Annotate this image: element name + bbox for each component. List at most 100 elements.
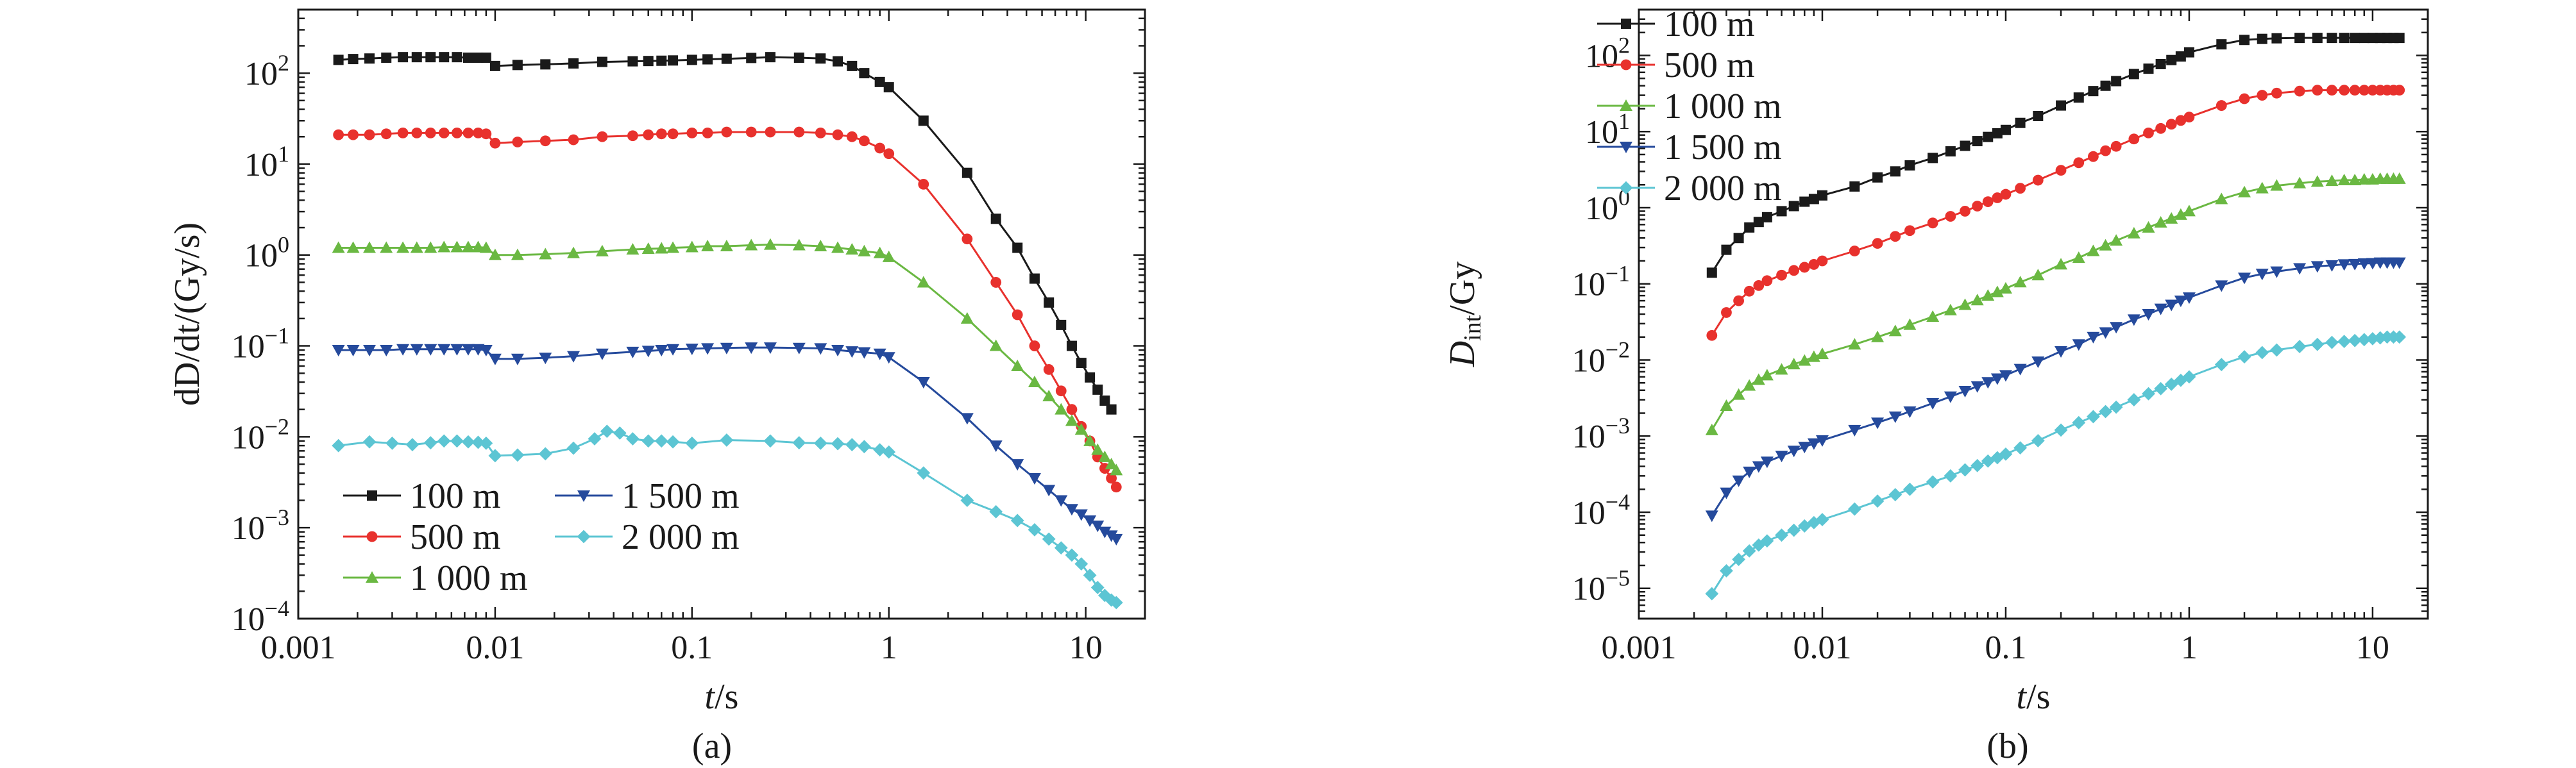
chart-b-point-100m (2033, 111, 2044, 122)
chart-b-point-1500m (1871, 417, 1885, 430)
chart-a-legend-label: 1 000 m (410, 558, 528, 598)
chart-b-point-100m (1706, 267, 1717, 278)
chart-b-point-1500m (1787, 446, 1801, 458)
chart-a-point-1500m (1091, 521, 1105, 533)
chart-b-point-2000m (1705, 587, 1719, 601)
chart-a-point-1000m (346, 241, 360, 253)
chart-a-point-2000m (362, 435, 377, 449)
chart-a-y-tick-label: 101 (244, 141, 289, 183)
chart-b-point-2000m (2013, 441, 2027, 455)
chart-b-point-2000m (1847, 502, 1861, 516)
chart-a-point-100m (381, 52, 392, 63)
chart-b-point-2000m (1970, 458, 1985, 472)
chart-a-point-100m (859, 68, 870, 79)
chart-a-point-500m (627, 130, 638, 142)
chart-b-y-tick-label: 10−2 (1572, 337, 1630, 379)
chart-b-legend-item-2000m: 2 000 m (1597, 169, 1782, 208)
chart-b-legend-label: 1 000 m (1664, 87, 1782, 126)
chart-a-point-1500m (831, 345, 845, 357)
chart-a-legend-swatch-marker (367, 490, 377, 501)
chart-a-point-500m (883, 148, 895, 160)
chart-a-legend-swatch-marker (577, 490, 590, 502)
chart-a-point-2000m (792, 436, 806, 450)
chart-b-point-100m (1928, 153, 1938, 163)
chart-b-point-1000m (1888, 324, 1902, 337)
chart-a-point-100m (990, 213, 1001, 224)
chart-a-point-2000m (488, 449, 502, 463)
chart-a-point-100m (568, 58, 579, 69)
chart-b-point-2000m (1999, 447, 2013, 461)
chart-b-legend-swatch-marker (1620, 142, 1632, 153)
chart-a-point-1500m (1074, 509, 1088, 521)
chart-a-point-2000m (588, 432, 602, 446)
chart-a-point-500m (721, 126, 733, 138)
chart-a-point-100m (480, 52, 491, 63)
chart-a-point-1000m (720, 240, 733, 252)
chart-b-point-1000m (1732, 388, 1745, 400)
chart-a-point-500m (512, 137, 523, 147)
chart-a-point-1000m (488, 248, 502, 260)
chart-b-point-2000m (1888, 488, 1902, 502)
chart-b-point-1500m (1926, 398, 1940, 410)
chart-a-point-500m (473, 127, 484, 138)
chart-b-x-axis-title: t/s (2017, 677, 2051, 717)
chart-b-point-1000m (1903, 318, 1917, 330)
chart-a-point-1500m (1083, 515, 1097, 527)
chart-a-point-1000m (450, 240, 464, 253)
chart-b-point-1500m (2238, 272, 2251, 285)
chart-b-point-100m (1744, 222, 1755, 233)
chart-a-point-1500m (792, 342, 806, 355)
chart-b-point-1500m (2110, 322, 2123, 334)
chart-a-series-500m (333, 126, 1122, 493)
chart-a-point-1500m (595, 348, 609, 360)
chart-a-point-500m (489, 137, 501, 149)
chart-a-x-tick-label: 10 (1069, 630, 1103, 666)
chart-b-x-tick-label: 1 (2181, 630, 2198, 666)
chart-b-point-1500m (2357, 258, 2371, 271)
chart-a-line-100m (338, 56, 1112, 410)
chart-b-point-1500m (2087, 331, 2100, 344)
chart-a-point-100m (473, 52, 484, 63)
chart-b-legend-item-1000m: 1 000 m (1597, 87, 1782, 126)
chart-b-point-100m (1817, 190, 1827, 201)
chart-a-point-1000m (989, 339, 1003, 351)
chart-a-point-1500m (363, 345, 377, 357)
chart-a-point-1500m (701, 343, 715, 355)
chart-b-point-1500m (1815, 435, 1829, 447)
chart-a-point-500m (832, 129, 843, 140)
chart-a-point-1000m (396, 241, 410, 253)
chart-b-point-100m (2394, 33, 2405, 44)
chart-b-point-1000m (2099, 238, 2112, 251)
chart-a-legend-item-1500m: 1 500 m (555, 476, 740, 516)
chart-b-point-2000m (1787, 523, 1801, 537)
chart-a-point-2000m (437, 434, 451, 448)
chart-a-point-1500m (380, 345, 393, 357)
chart-b-point-100m (1761, 212, 1772, 222)
chart-b-point-500m (2257, 90, 2268, 101)
chart-a-point-1000m (1028, 375, 1041, 387)
chart-b-point-100m (2271, 33, 2282, 44)
chart-a-point-2000m (685, 436, 699, 450)
chart-a-point-2000m (405, 438, 419, 451)
chart-a-series-1500m (332, 342, 1123, 546)
chart-a-point-2000m (1090, 581, 1105, 594)
chart-b-point-500m (2349, 85, 2360, 96)
chart-a-point-500m (1110, 481, 1122, 493)
chart-a-point-100m (512, 60, 523, 71)
chart-a-point-1500m (461, 344, 475, 356)
chart-b-series-100m (1706, 33, 2405, 278)
chart-b-point-1500m (1990, 373, 2004, 385)
chart-b-point-100m (1890, 166, 1901, 177)
chart-a-point-500m (1043, 363, 1055, 375)
chart-b-point-1000m (2127, 227, 2140, 239)
chart-b-point-1000m (2110, 234, 2123, 246)
chart-b-legend-swatch-marker (1620, 99, 1632, 111)
chart-b-point-1000m (1999, 281, 2012, 294)
chart-a-point-1500m (1055, 495, 1068, 507)
chart-a-point-500m (1012, 309, 1023, 321)
chart-b-point-2000m (2072, 415, 2086, 430)
chart-b-point-2000m (2142, 387, 2155, 401)
chart-b-legend-swatch-marker (1619, 181, 1633, 195)
chart-b-point-100m (2000, 124, 2011, 135)
chart-b-point-500m (2183, 112, 2195, 123)
